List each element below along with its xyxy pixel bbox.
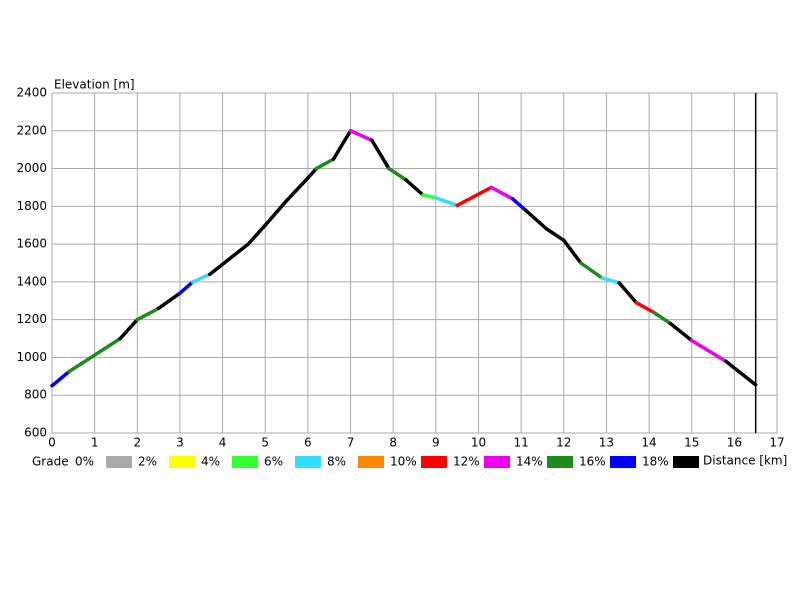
profile-segment: [370, 138, 391, 171]
legend-label: 14%: [516, 455, 543, 469]
profile-segment: [651, 310, 673, 326]
profile-segment: [489, 185, 515, 201]
x-tick-label: 15: [684, 436, 699, 450]
legend-label: 8%: [327, 455, 346, 469]
x-tick-label: 6: [304, 436, 312, 450]
profile-segment: [135, 306, 161, 322]
profile-segment: [510, 197, 528, 212]
x-tick-label: 10: [471, 436, 486, 450]
x-tick-label: 1: [91, 436, 99, 450]
legend-label: 0%: [75, 455, 94, 469]
legend-swatch: [169, 456, 195, 468]
x-tick-label: 3: [176, 436, 184, 450]
x-tick-label: 12: [556, 436, 571, 450]
profile-segment: [404, 178, 425, 197]
profile-segment: [689, 338, 728, 363]
profile-segment: [668, 321, 694, 343]
y-tick-label: 800: [24, 388, 47, 402]
profile-segment: [579, 261, 604, 280]
profile-segment: [50, 369, 71, 388]
profile-segment: [544, 227, 566, 243]
x-tick-label: 9: [432, 436, 440, 450]
legend-swatch: [421, 456, 447, 468]
profile-segment: [617, 281, 639, 305]
profile-segment: [208, 242, 250, 277]
profile-segment: [263, 198, 289, 227]
x-tick-label: 8: [389, 436, 397, 450]
legend-label: 16%: [579, 455, 606, 469]
y-axis-label: Elevation [m]: [54, 78, 135, 92]
legend-swatch: [232, 456, 258, 468]
legend-swatch: [295, 456, 321, 468]
x-tick-label: 4: [219, 436, 227, 450]
legend-label: 10%: [390, 455, 417, 469]
y-tick-label: 1000: [16, 350, 47, 364]
legend-label: 4%: [201, 455, 220, 469]
profile-segment: [348, 129, 374, 142]
profile-segment: [523, 208, 549, 231]
profile-segment: [306, 166, 319, 180]
profile-segment: [67, 336, 122, 374]
profile-segment: [455, 185, 494, 208]
y-tick-label: 1800: [16, 199, 47, 213]
x-tick-label: 7: [347, 436, 355, 450]
profile-segment: [178, 280, 195, 295]
profile-segment: [331, 129, 353, 161]
legend-label: 2%: [138, 455, 157, 469]
x-tick-label: 14: [641, 436, 656, 450]
x-tick-label: 11: [513, 436, 528, 450]
profile-segment: [314, 157, 336, 171]
y-tick-label: 2400: [16, 86, 47, 100]
x-tick-label: 16: [727, 436, 742, 450]
profile-segment: [434, 196, 459, 208]
legend-swatch: [358, 456, 384, 468]
profile-segment: [156, 291, 182, 311]
x-tick-label: 17: [769, 436, 784, 450]
profile-segment: [387, 166, 408, 182]
profile-segment: [246, 223, 267, 246]
y-tick-label: 2200: [16, 123, 47, 137]
profile-segment: [724, 359, 758, 387]
y-tick-label: 1400: [16, 274, 47, 288]
legend-swatch: [484, 456, 510, 468]
legend-swatch: [673, 456, 699, 468]
x-axis-label: Distance [km]: [703, 454, 787, 468]
y-tick-label: 600: [24, 426, 47, 440]
y-tick-label: 1200: [16, 312, 47, 326]
legend-label: 18%: [642, 455, 669, 469]
legend-swatch: [547, 456, 573, 468]
x-tick-label: 5: [261, 436, 269, 450]
profile-segment: [562, 238, 583, 265]
x-tick-label: 0: [48, 436, 56, 450]
legend-title: Grade: [32, 455, 69, 469]
legend-swatch: [610, 456, 636, 468]
profile-segment: [421, 193, 438, 200]
profile-segment: [284, 176, 310, 203]
profile-segment: [190, 272, 212, 284]
y-tick-label: 2000: [16, 161, 47, 175]
x-tick-label: 2: [133, 436, 141, 450]
y-tick-label: 1600: [16, 237, 47, 251]
profile-segment: [600, 276, 621, 285]
legend-label: 12%: [453, 455, 480, 469]
legend-label: 6%: [264, 455, 283, 469]
plot-area: [51, 92, 778, 434]
profile-segment: [118, 317, 140, 341]
profile-segment: [634, 300, 656, 314]
legend-swatch: [106, 456, 132, 468]
x-tick-label: 13: [599, 436, 614, 450]
